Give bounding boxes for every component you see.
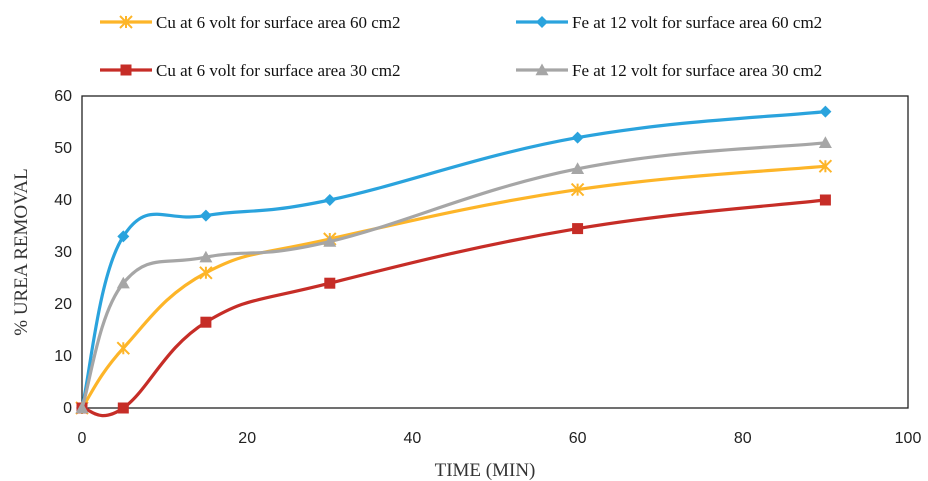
series-line — [80, 141, 827, 410]
legend-marker — [119, 15, 133, 29]
legend-label: Fe at 12 volt for surface area 30 cm2 — [572, 61, 822, 80]
data-point — [116, 341, 131, 355]
data-point — [199, 209, 212, 222]
legend-item: Fe at 12 volt for surface area 30 cm2 — [516, 61, 822, 80]
data-point — [116, 276, 130, 289]
y-tick-label: 10 — [54, 348, 72, 365]
legend-label: Fe at 12 volt for surface area 60 cm2 — [572, 13, 822, 32]
legend-marker — [120, 64, 132, 76]
series — [75, 136, 832, 414]
x-tick-label: 100 — [895, 430, 922, 447]
legend-label: Cu at 6 volt for surface area 60 cm2 — [156, 13, 401, 32]
legend-item: Cu at 6 volt for surface area 60 cm2 — [100, 13, 401, 32]
data-point — [819, 105, 832, 118]
data-point — [75, 401, 89, 414]
series — [76, 194, 831, 418]
y-tick-label: 40 — [54, 192, 72, 209]
data-point — [324, 277, 336, 289]
series — [75, 159, 833, 415]
series-layer — [75, 105, 833, 418]
data-point — [819, 194, 831, 206]
data-point — [117, 402, 129, 414]
legend: Cu at 6 volt for surface area 60 cm2 Fe a… — [100, 13, 822, 80]
y-tick-label: 0 — [63, 400, 72, 417]
y-tick-label: 50 — [54, 140, 72, 157]
legend-label: Cu at 6 volt for surface area 30 cm2 — [156, 61, 401, 80]
y-tick-label: 30 — [54, 244, 72, 261]
x-tick-label: 0 — [78, 430, 87, 447]
data-point — [117, 230, 130, 243]
data-point — [571, 162, 585, 174]
legend-marker — [535, 63, 549, 76]
legend-marker — [536, 16, 548, 28]
data-point — [818, 136, 832, 148]
data-point — [571, 131, 584, 144]
x-tick-label: 20 — [238, 430, 256, 447]
series-line — [80, 198, 827, 418]
x-tick-label: 80 — [734, 430, 752, 447]
data-point — [199, 266, 213, 280]
x-axis-title: TIME (MIN) — [435, 460, 536, 481]
series-line — [80, 110, 827, 410]
data-point — [323, 235, 337, 247]
y-tick-label: 20 — [54, 296, 72, 313]
x-tick-label: 40 — [404, 430, 422, 447]
legend-item: Cu at 6 volt for surface area 30 cm2 — [100, 61, 401, 80]
plot-area — [81, 95, 909, 409]
data-point — [572, 223, 584, 235]
y-axis-title: % UREA REMOVAL — [11, 168, 32, 336]
data-point — [570, 182, 585, 197]
data-point — [818, 159, 833, 173]
y-tick-label: 60 — [54, 88, 72, 105]
axes: 0 10 20 30 40 50 60 0 20 40 60 80 100 — [54, 88, 921, 447]
data-point — [323, 194, 336, 206]
data-point — [200, 316, 212, 328]
x-tick-label: 60 — [569, 430, 587, 447]
data-point — [199, 250, 213, 263]
legend-item: Fe at 12 volt for surface area 60 cm2 — [516, 13, 822, 32]
